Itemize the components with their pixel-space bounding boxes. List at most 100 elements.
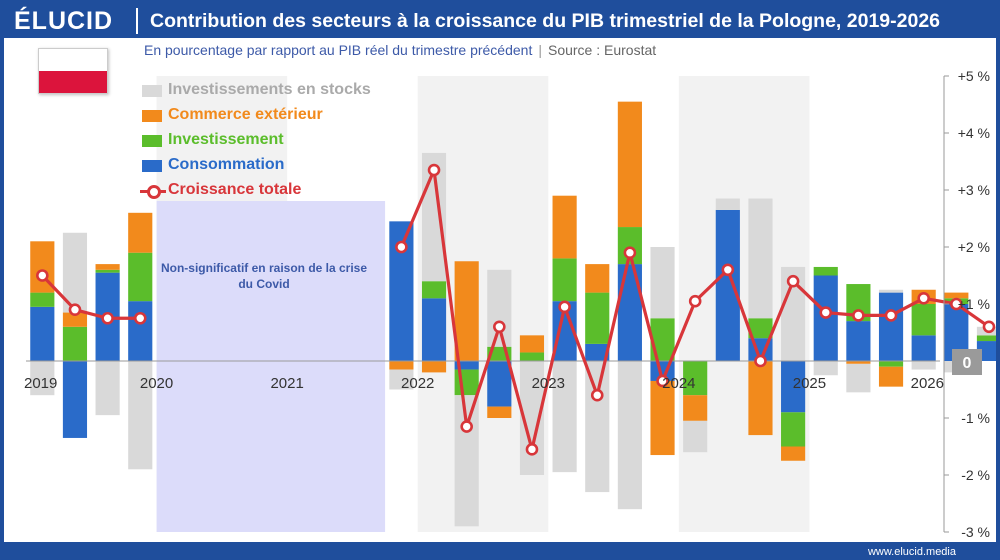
y-tick-label: +2 % <box>958 239 990 255</box>
bar-stocks <box>389 369 414 390</box>
x-year-label: 2020 <box>140 375 173 392</box>
bar-investissement <box>976 335 996 342</box>
legend-swatch-commerce <box>142 110 162 122</box>
bar-commerce <box>617 101 642 228</box>
bar-investissement <box>683 361 708 396</box>
bar-commerce <box>95 264 120 270</box>
bar-consommation <box>487 361 512 407</box>
bar-stocks <box>128 361 153 470</box>
bar-consommation <box>715 209 740 361</box>
bar-commerce <box>846 361 871 364</box>
bar-consommation <box>617 264 642 361</box>
bar-commerce <box>748 361 773 436</box>
y-tick-label: +1 % <box>958 296 990 312</box>
bar-commerce <box>519 335 545 353</box>
bar-commerce <box>650 380 675 456</box>
bar-investissement <box>748 318 773 339</box>
y-tick-label: +5 % <box>958 68 990 84</box>
total-growth-point <box>395 240 408 254</box>
x-year-label: 2024 <box>662 375 695 392</box>
bar-commerce <box>62 312 88 327</box>
total-growth-point <box>133 311 147 325</box>
y-tick-label: -1 % <box>961 410 990 426</box>
total-growth-point <box>558 300 571 314</box>
bar-stocks <box>650 247 675 319</box>
bar-investissement <box>813 266 838 276</box>
bar-commerce <box>487 406 512 418</box>
subtitle-separator: | <box>538 42 542 58</box>
legend-marker-total <box>147 185 161 199</box>
bar-investissement <box>781 412 806 447</box>
total-growth-point <box>460 420 473 433</box>
total-growth-point <box>525 443 539 456</box>
bar-investissement <box>128 252 153 302</box>
chart-subtitle: En pourcentage par rapport au PIB réel d… <box>144 42 656 58</box>
covid-band <box>156 201 386 532</box>
bar-investissement <box>62 326 88 361</box>
x-year-label: 2022 <box>401 375 434 392</box>
total-growth-point <box>721 263 735 277</box>
bar-investissement <box>95 269 120 273</box>
y-tick-label: +3 % <box>958 182 990 198</box>
legend-swatch-investissement <box>142 135 162 147</box>
x-year-label: 2021 <box>270 375 303 392</box>
source-text: Source : Eurostat <box>547 42 657 58</box>
legend-label-total: Croissance totale <box>168 181 302 198</box>
bar-consommation <box>62 361 88 438</box>
header-bar: ÉLUCID Contribution des secteurs à la cr… <box>4 4 996 38</box>
zero-badge <box>952 349 982 375</box>
total-growth-point <box>656 374 669 388</box>
bar-stocks <box>683 420 708 453</box>
bar-investissement <box>454 369 479 396</box>
bar-stocks <box>846 363 871 393</box>
bar-investissement <box>421 281 447 299</box>
bar-stocks <box>715 198 740 210</box>
total-growth-point <box>982 320 996 334</box>
legend-swatch-stocks <box>142 85 162 97</box>
bar-investissement <box>650 318 675 361</box>
bar-stocks <box>911 361 936 370</box>
legend-swatch-consommation <box>142 160 162 172</box>
bar-investissement <box>585 292 610 344</box>
y-tick-label: -2 % <box>961 467 990 483</box>
total-growth-point <box>884 309 898 322</box>
total-growth-point <box>623 246 637 259</box>
total-growth-point <box>917 291 930 305</box>
zero-label: 0 <box>963 355 972 372</box>
bar-commerce <box>781 446 806 461</box>
bar-consommation <box>585 343 610 361</box>
bar-stocks <box>585 361 610 493</box>
bar-investissement <box>519 352 545 361</box>
total-growth-point <box>819 306 833 319</box>
bar-commerce <box>878 366 904 387</box>
bar-commerce <box>585 264 610 293</box>
y-tick-label: -3 % <box>961 524 990 540</box>
bar-commerce <box>944 292 969 299</box>
bar-consommation <box>454 361 479 370</box>
bar-consommation <box>911 335 936 361</box>
x-year-label: 2019 <box>24 375 57 392</box>
bar-consommation <box>421 298 447 361</box>
total-growth-point <box>493 320 506 334</box>
legend-label-commerce: Commerce extérieur <box>168 106 323 123</box>
bar-investissement <box>878 361 904 367</box>
total-growth-point <box>36 269 49 282</box>
bar-consommation <box>128 301 153 361</box>
x-year-label: 2023 <box>532 375 565 392</box>
bar-consommation <box>878 292 904 361</box>
bar-stocks <box>813 361 838 376</box>
chart-plot: +5 % +4 % +3 % +2 % +1 % -1 % -2 % -3 % 0 2019 202… <box>24 68 996 540</box>
bar-commerce <box>128 212 153 253</box>
legend-label-investissement: Investissement <box>168 131 284 148</box>
total-growth-point <box>786 274 800 288</box>
legend-label-consommation: Consommation <box>168 156 285 173</box>
bar-investissement <box>911 304 936 336</box>
poland-flag-icon <box>38 48 108 94</box>
bar-consommation <box>781 361 806 413</box>
bar-stocks <box>617 361 642 510</box>
bar-commerce <box>454 261 479 361</box>
header-divider <box>136 8 138 34</box>
total-growth-point <box>101 311 114 325</box>
bar-commerce <box>552 195 577 259</box>
